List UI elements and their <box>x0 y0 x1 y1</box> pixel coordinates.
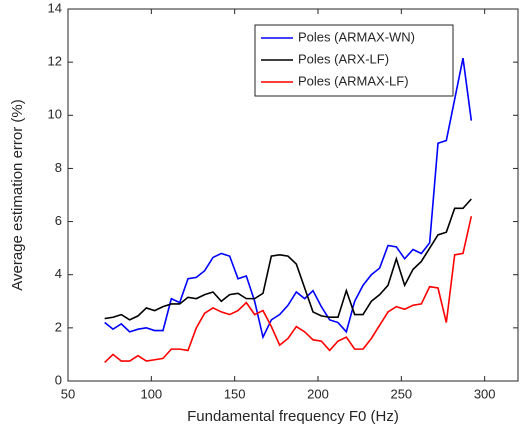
y-axis-label: Average estimation error (%) <box>9 99 26 290</box>
x-tick-label: 50 <box>61 386 75 401</box>
y-tick-label: 10 <box>48 107 62 122</box>
y-tick-label: 8 <box>55 160 62 175</box>
legend: Poles (ARMAX-WN) Poles (ARX-LF) Poles (ARM… <box>254 24 454 97</box>
x-tick-label: 100 <box>140 386 162 401</box>
legend-box <box>254 24 454 97</box>
x-tick-label: 300 <box>474 386 496 401</box>
legend-label: Poles (ARX-LF) <box>298 51 389 66</box>
y-tick-label: 0 <box>55 372 62 387</box>
x-tick-label: 250 <box>390 386 412 401</box>
y-tick-label: 2 <box>55 319 62 334</box>
x-tick-label: 200 <box>307 386 329 401</box>
data-line <box>104 216 473 363</box>
data-line <box>104 198 472 321</box>
y-tick-label: 6 <box>55 213 62 228</box>
legend-label: Poles (ARMAX-WN) <box>298 29 415 44</box>
y-tick-label: 4 <box>55 266 62 281</box>
x-tick-label: 150 <box>224 386 246 401</box>
x-axis-label: Fundamental frequency F0 (Hz) <box>187 408 399 425</box>
legend-label: Poles (ARMAX-LF) <box>298 73 409 88</box>
y-tick-label: 14 <box>48 0 62 15</box>
y-tick-label: 12 <box>48 54 62 69</box>
data-line <box>104 57 473 340</box>
axes-box <box>67 8 519 382</box>
